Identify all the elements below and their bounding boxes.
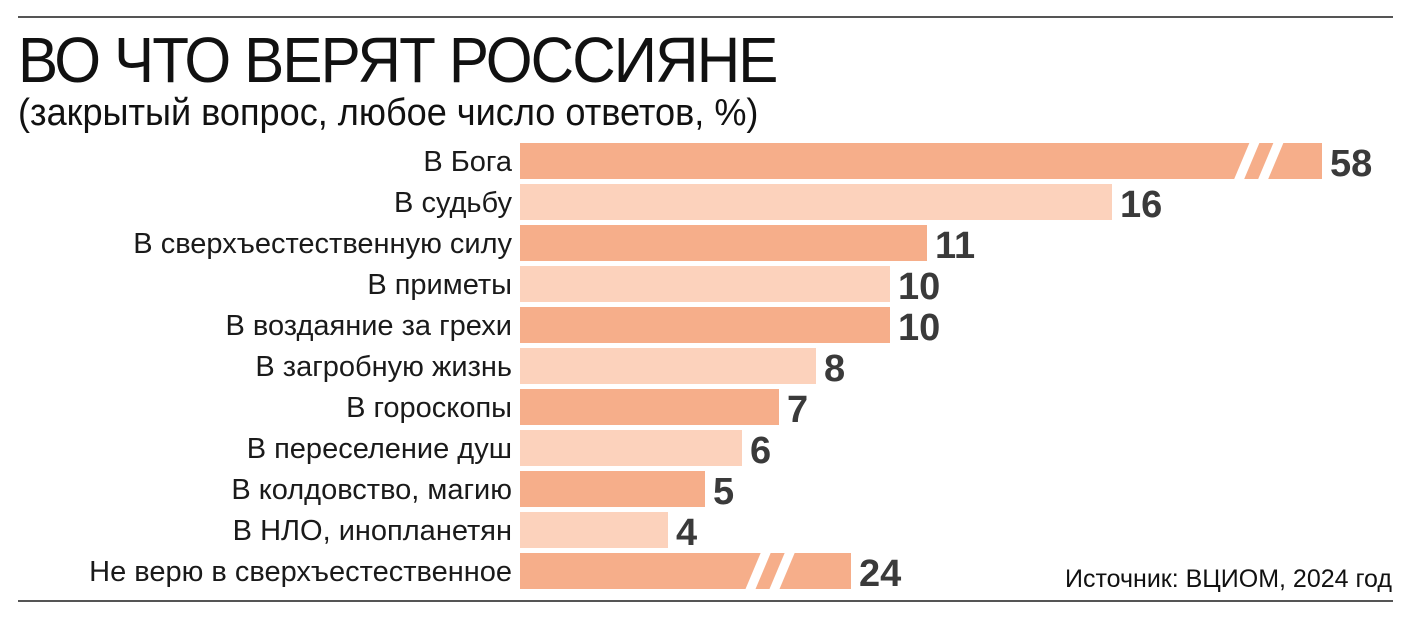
bar-11 — [520, 553, 851, 589]
bar-6 — [520, 348, 816, 384]
bar-8 — [520, 430, 742, 466]
value-label: 10 — [898, 266, 940, 308]
category-label: В НЛО, инопланетян — [233, 515, 512, 547]
source-note: Источник: ВЦИОМ, 2024 год — [1065, 565, 1392, 593]
chart-title: ВО ЧТО ВЕРЯТ РОССИЯНЕ — [18, 24, 778, 96]
bar-10 — [520, 512, 668, 548]
category-label: Не верю в сверхъестественное — [89, 556, 512, 588]
category-label: В воздаяние за грехи — [226, 310, 512, 342]
bar-3 — [520, 225, 927, 261]
category-label: В приметы — [367, 269, 512, 301]
value-label: 24 — [859, 553, 901, 595]
bottom-rule — [18, 600, 1393, 602]
value-label: 8 — [824, 348, 845, 390]
value-label: 5 — [713, 471, 734, 513]
category-label: В загробную жизнь — [255, 351, 512, 383]
category-label: В переселение душ — [247, 433, 512, 465]
axis-break-mark — [1233, 142, 1260, 180]
axis-break-mark — [745, 552, 772, 590]
category-label: В сверхъестественную силу — [133, 228, 512, 260]
category-label: В гороскопы — [346, 392, 512, 424]
value-label: 11 — [935, 225, 975, 267]
category-label: В колдовство, магию — [231, 474, 512, 506]
top-rule — [18, 16, 1393, 18]
bar-4 — [520, 266, 890, 302]
value-label: 58 — [1330, 143, 1372, 185]
bar-7 — [520, 389, 779, 425]
category-label: В Бога — [423, 146, 513, 178]
axis-break-mark — [1257, 142, 1284, 180]
bar-9 — [520, 471, 705, 507]
value-label: 4 — [676, 512, 697, 554]
axis-break-mark — [769, 552, 796, 590]
value-label: 7 — [787, 389, 808, 431]
bar-5 — [520, 307, 890, 343]
chart-subtitle: (закрытый вопрос, любое число ответов, %… — [18, 92, 759, 134]
value-label: 6 — [750, 430, 771, 472]
value-label: 16 — [1120, 184, 1162, 226]
value-label: 10 — [898, 307, 940, 349]
category-label: В судьбу — [394, 187, 512, 219]
bar-1 — [520, 143, 1322, 179]
bar-2 — [520, 184, 1112, 220]
